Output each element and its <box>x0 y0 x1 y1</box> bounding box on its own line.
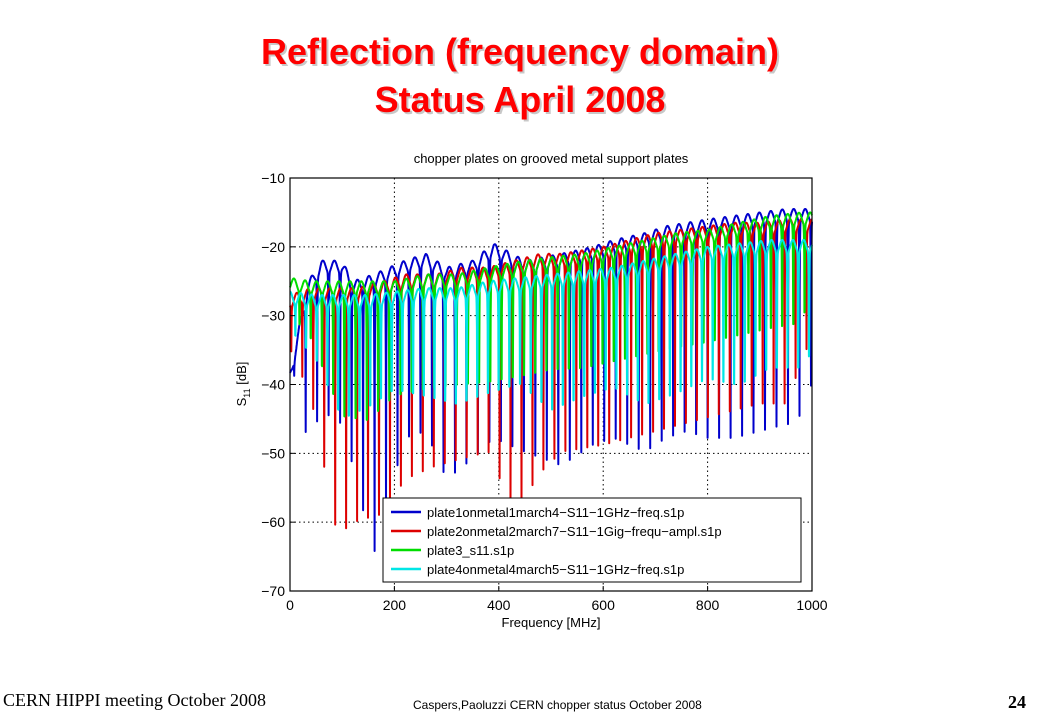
footer-authors: Caspers,Paoluzzi CERN chopper status Oct… <box>413 698 702 712</box>
x-axis-label: Frequency [MHz] <box>502 615 601 630</box>
y-tick-label: −70 <box>261 583 285 599</box>
page-number: 24 <box>1008 692 1026 712</box>
y-axis-label-unit: [dB] <box>234 362 249 389</box>
x-tick-label: 200 <box>383 597 407 613</box>
series-line-4 <box>289 238 813 417</box>
legend-label: plate1onmetal1march4−S11−1GHz−freq.s1p <box>427 505 684 520</box>
footer-meeting: CERN HIPPI meeting October 2008 <box>3 690 266 710</box>
y-axis-label-sub: 11 <box>242 388 252 397</box>
s11-chart: chopper plates on grooved metal support … <box>234 151 828 630</box>
y-tick-label: −40 <box>261 377 285 393</box>
y-tick-label: −10 <box>261 170 285 186</box>
chart-legend: plate1onmetal1march4−S11−1GHz−freq.s1p pl… <box>382 497 802 583</box>
legend-label: plate3_s11.s1p <box>427 543 514 558</box>
slide-subtitle: Status April 2008 <box>374 79 666 120</box>
slide-title: Reflection (frequency domain) <box>260 31 780 72</box>
x-tick-label: 800 <box>696 597 720 613</box>
y-axis-label-main: S <box>234 397 249 406</box>
chart-title: chopper plates on grooved metal support … <box>414 151 689 166</box>
x-tick-label: 600 <box>592 597 616 613</box>
axis-ticks: 0 200 400 600 800 1000 −70 −60 −50 −40 −30 −20 −10 <box>261 170 828 613</box>
y-tick-label: −60 <box>261 514 285 530</box>
y-tick-label: −30 <box>261 308 285 324</box>
x-tick-label: 0 <box>286 597 294 613</box>
x-tick-label: 1000 <box>796 597 827 613</box>
legend-label: plate4onmetal4march5−S11−1GHz−freq.s1p <box>427 562 684 577</box>
x-tick-label: 400 <box>487 597 511 613</box>
y-tick-label: −20 <box>261 239 285 255</box>
y-tick-label: −50 <box>261 445 285 461</box>
legend-box <box>382 497 802 583</box>
y-axis-label: S11 [dB] <box>234 362 252 407</box>
series-layer <box>289 208 813 552</box>
legend-label: plate2onmetal2march7−S11−1Gig−frequ−ampl… <box>427 524 722 539</box>
